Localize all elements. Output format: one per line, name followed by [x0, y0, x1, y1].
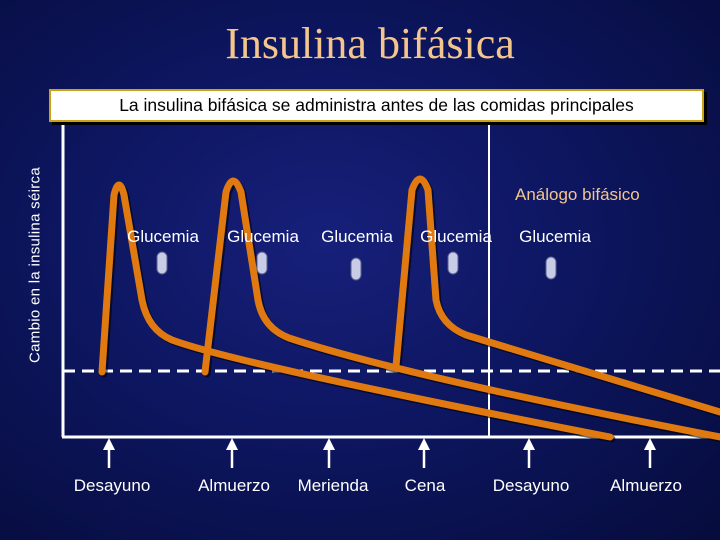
- subtitle-box: La insulina bifásica se administra antes…: [49, 89, 704, 122]
- curve-desayuno: [98, 181, 614, 441]
- meal-arrows: [103, 438, 656, 468]
- glucemia-drop-1: [156, 251, 168, 275]
- timeline-label-desayuno-1: Desayuno: [73, 476, 151, 495]
- timeline-label-merienda: Merienda: [297, 476, 369, 495]
- arrow-cena: [418, 438, 430, 468]
- glucemia-label-5: Glucemia: [519, 227, 591, 246]
- timeline-label-cena: Cena: [404, 476, 446, 495]
- curve-label: Análogo bifásico: [515, 185, 640, 204]
- insulin-curves: [98, 175, 720, 441]
- glucemia-drop-5: [545, 256, 557, 280]
- timeline-label-almuerzo-1: Almuerzo: [198, 476, 270, 495]
- arrow-almuerzo-1: [226, 438, 238, 468]
- curve-cena: [392, 175, 720, 416]
- slide-title: Insulina bifásica: [225, 19, 515, 68]
- glucemia-label-1: Glucemia: [127, 227, 199, 246]
- arrow-almuerzo-2: [644, 438, 656, 468]
- arrow-desayuno-1: [103, 438, 115, 468]
- timeline-label-desayuno-2: Desayuno: [492, 476, 570, 495]
- curve-almuerzo: [201, 177, 720, 441]
- glucemia-drop-4: [447, 251, 459, 275]
- glucemia-drop-3: [350, 257, 362, 281]
- arrow-desayuno-2: [523, 438, 535, 468]
- glucemia-drop-2: [256, 251, 268, 275]
- glucemia-label-2: Glucemia: [227, 227, 299, 246]
- glucemia-label-3: Glucemia: [321, 227, 393, 246]
- arrow-merienda: [323, 438, 335, 468]
- glucemia-label-4: Glucemia: [420, 227, 492, 246]
- glucemia-drops: [156, 251, 557, 281]
- timeline-label-almuerzo-2: Almuerzo: [610, 476, 682, 495]
- subtitle-text: La insulina bifásica se administra antes…: [119, 95, 634, 115]
